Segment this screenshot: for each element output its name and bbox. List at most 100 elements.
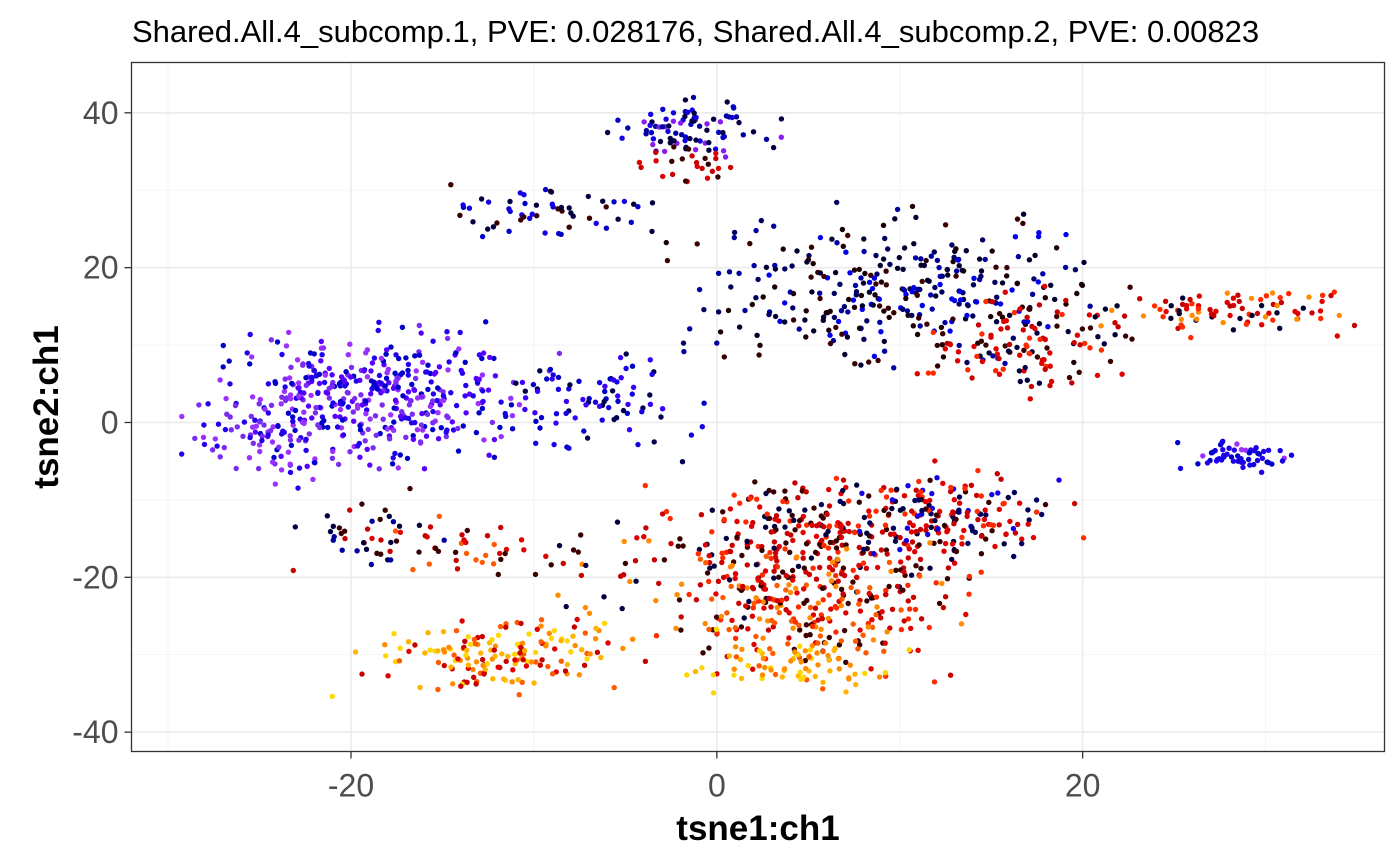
scatter-point bbox=[583, 562, 589, 569]
scatter-point bbox=[776, 506, 782, 512]
scatter-point bbox=[440, 397, 447, 404]
scatter-point bbox=[407, 485, 413, 492]
scatter-point bbox=[1047, 382, 1053, 389]
scatter-point bbox=[533, 418, 539, 424]
scatter-point bbox=[838, 523, 845, 529]
scatter-point bbox=[934, 342, 940, 349]
scatter-point bbox=[473, 557, 479, 563]
scatter-point bbox=[1006, 312, 1013, 318]
scatter-point bbox=[869, 285, 876, 292]
scatter-point bbox=[472, 641, 478, 647]
scatter-point bbox=[330, 537, 336, 543]
scatter-point bbox=[586, 215, 593, 221]
scatter-point bbox=[866, 508, 872, 514]
scatter-point bbox=[1000, 501, 1006, 507]
scatter-point bbox=[966, 573, 973, 580]
scatter-point bbox=[904, 308, 911, 314]
scatter-point bbox=[1010, 335, 1016, 341]
scatter-point bbox=[900, 266, 906, 272]
scatter-point bbox=[457, 329, 463, 336]
scatter-point bbox=[786, 610, 792, 616]
scatter-point bbox=[1254, 310, 1261, 317]
scatter-point bbox=[1265, 447, 1272, 453]
scatter-point bbox=[641, 534, 647, 540]
scatter-point bbox=[1044, 345, 1050, 351]
scatter-point bbox=[240, 433, 246, 439]
scatter-point bbox=[1045, 324, 1051, 330]
scatter-point bbox=[462, 393, 468, 399]
scatter-point bbox=[766, 272, 772, 278]
scatter-point bbox=[269, 439, 276, 445]
scatter-point bbox=[520, 657, 526, 663]
scatter-point bbox=[1277, 447, 1283, 454]
scatter-point bbox=[259, 433, 265, 439]
scatter-point bbox=[507, 198, 513, 205]
scatter-point bbox=[287, 392, 294, 398]
scatter-point bbox=[647, 401, 654, 407]
scatter-point bbox=[382, 383, 388, 389]
scatter-point bbox=[1220, 319, 1226, 326]
scatter-point bbox=[856, 499, 862, 505]
scatter-point bbox=[466, 205, 473, 211]
scatter-point bbox=[1011, 309, 1018, 316]
scatter-point bbox=[996, 371, 1003, 377]
scatter-point bbox=[485, 387, 492, 393]
y-tick-label: 20 bbox=[83, 250, 119, 286]
scatter-point bbox=[373, 432, 379, 438]
scatter-point bbox=[378, 551, 384, 557]
scatter-point bbox=[771, 575, 777, 581]
scatter-point bbox=[405, 639, 412, 645]
scatter-point bbox=[772, 313, 779, 320]
scatter-point bbox=[1031, 276, 1037, 282]
scatter-point bbox=[996, 522, 1002, 528]
scatter-point bbox=[1207, 306, 1213, 313]
scatter-point bbox=[312, 456, 318, 462]
plot-panel-border bbox=[130, 61, 1386, 753]
scatter-point bbox=[256, 401, 262, 407]
scatter-point bbox=[359, 402, 365, 408]
scatter-point bbox=[503, 546, 510, 553]
scatter-point bbox=[376, 319, 382, 325]
scatter-point bbox=[874, 564, 881, 571]
scatter-point bbox=[1220, 447, 1226, 453]
scatter-point bbox=[699, 424, 705, 430]
scatter-point bbox=[821, 524, 827, 530]
scatter-point bbox=[873, 252, 879, 259]
scatter-point bbox=[736, 270, 742, 276]
scatter-point bbox=[327, 528, 334, 535]
scatter-point bbox=[753, 227, 759, 234]
scatter-point bbox=[855, 589, 861, 595]
scatter-point bbox=[205, 401, 211, 407]
scatter-point bbox=[1351, 322, 1358, 329]
scatter-point bbox=[706, 139, 712, 146]
scatter-point bbox=[763, 490, 769, 497]
scatter-point bbox=[758, 217, 764, 224]
scatter-point bbox=[894, 265, 901, 271]
scatter-point bbox=[692, 147, 699, 153]
scatter-point bbox=[862, 270, 868, 277]
scatter-point bbox=[993, 346, 999, 352]
scatter-point bbox=[1047, 363, 1053, 369]
scatter-point bbox=[811, 328, 817, 334]
scatter-point bbox=[1039, 357, 1046, 363]
scatter-point bbox=[445, 367, 451, 373]
scatter-point bbox=[570, 547, 577, 553]
scatter-point bbox=[369, 535, 375, 542]
scatter-point bbox=[435, 385, 441, 391]
scatter-point bbox=[928, 292, 934, 298]
scatter-point bbox=[845, 309, 851, 315]
scatter-point bbox=[792, 480, 798, 486]
scatter-point bbox=[680, 340, 687, 346]
scatter-point bbox=[750, 586, 757, 592]
scatter-point bbox=[1022, 364, 1028, 371]
scatter-point bbox=[312, 460, 318, 466]
scatter-point bbox=[938, 324, 945, 331]
scatter-point bbox=[249, 394, 256, 400]
scatter-point bbox=[615, 117, 621, 123]
scatter-point bbox=[661, 557, 668, 563]
scatter-point bbox=[826, 634, 832, 641]
scatter-point bbox=[924, 321, 930, 327]
scatter-point bbox=[1243, 321, 1250, 327]
scatter-point bbox=[1017, 378, 1023, 385]
scatter-point bbox=[479, 233, 486, 240]
